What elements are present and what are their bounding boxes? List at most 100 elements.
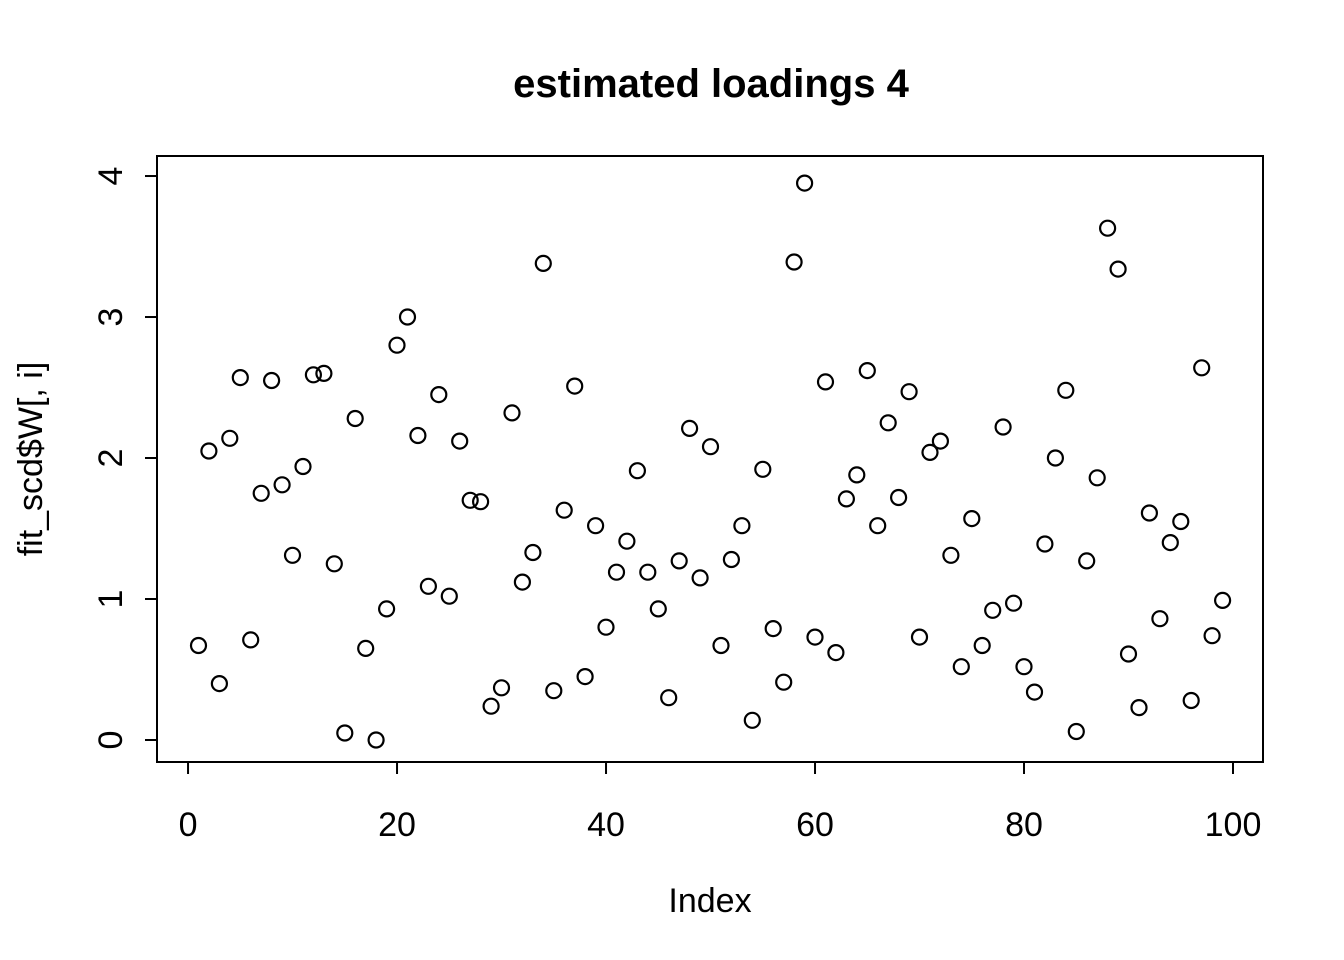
data-point (1182, 691, 1200, 710)
data-point (1130, 698, 1148, 717)
plot-border (156, 155, 1264, 763)
data-point (1036, 535, 1054, 553)
data-point (1046, 449, 1065, 467)
data-point (200, 442, 218, 460)
data-point (837, 490, 856, 508)
data-point (555, 501, 573, 519)
data-point (816, 373, 835, 391)
data-point (461, 491, 479, 509)
data-point (1151, 610, 1169, 628)
data-point (534, 254, 552, 272)
data-point (639, 563, 657, 581)
data-point (869, 517, 887, 535)
data-point (754, 460, 772, 478)
data-point (346, 409, 364, 428)
data-point (618, 532, 636, 550)
data-point (263, 371, 281, 390)
y-tick-label: 0 (92, 731, 130, 750)
data-point (378, 600, 396, 618)
y-tick-label: 3 (92, 308, 130, 327)
data-point (733, 517, 751, 535)
data-point (806, 628, 824, 646)
data-point (1067, 722, 1085, 741)
data-point (252, 484, 270, 502)
data-point (848, 466, 866, 484)
data-point (451, 432, 469, 450)
data-point (660, 689, 678, 707)
data-point (984, 601, 1002, 619)
data-point (1057, 381, 1075, 399)
data-point (1025, 683, 1044, 701)
data-point (1078, 552, 1096, 570)
data-point (712, 636, 730, 655)
data-point (513, 573, 532, 591)
data-point (722, 550, 741, 569)
data-point (242, 631, 260, 649)
data-point (889, 488, 908, 507)
data-point (440, 587, 458, 605)
data-point (430, 386, 448, 404)
data-point (221, 429, 239, 447)
data-point (963, 509, 981, 528)
data-point (701, 438, 720, 456)
data-point (545, 682, 563, 700)
data-point (743, 711, 761, 729)
data-point (503, 404, 521, 422)
data-point (586, 517, 605, 535)
x-tick-label: 60 (796, 806, 834, 844)
data-point (283, 546, 302, 564)
data-point (1193, 359, 1211, 377)
y-tick-label: 2 (92, 449, 130, 468)
data-point (827, 643, 845, 662)
data-point (900, 383, 918, 401)
data-point (775, 673, 793, 691)
x-tick-label: 80 (1005, 806, 1043, 844)
x-tick-label: 40 (587, 806, 625, 844)
data-point (357, 639, 375, 658)
data-point (1161, 533, 1179, 552)
data-point (931, 432, 950, 450)
y-axis-label: fit_scd$W[, i] (12, 362, 50, 557)
data-point (367, 731, 385, 749)
data-point (1119, 645, 1138, 663)
x-tick-label: 100 (1205, 806, 1262, 844)
data-point (1213, 591, 1232, 610)
data-point (1109, 260, 1127, 278)
y-tick-label: 4 (92, 167, 130, 186)
x-axis-label: Index (668, 882, 751, 920)
axis-ticks: 0 20 40 60 80 100 0 1 2 3 4 (92, 167, 1261, 844)
data-point (680, 419, 699, 437)
chart-title: estimated loadings 4 (513, 62, 909, 106)
data-point (210, 674, 228, 693)
data-point (795, 174, 814, 192)
data-point (419, 577, 437, 595)
data-point (189, 636, 208, 655)
data-point (1015, 658, 1033, 676)
data-point (1098, 219, 1117, 237)
data-point (691, 569, 709, 587)
data-point (879, 414, 897, 432)
data-point (398, 308, 417, 326)
x-tick-label: 20 (378, 806, 416, 844)
data-point (994, 418, 1012, 436)
data-point (566, 377, 584, 395)
data-point (649, 600, 667, 618)
data-point (472, 493, 490, 511)
data-point (1203, 627, 1221, 645)
data-point (1004, 594, 1023, 612)
data-point (785, 253, 803, 271)
data-point (492, 679, 511, 697)
data-point (1172, 512, 1190, 531)
data-point (304, 366, 322, 384)
plot-box (156, 155, 1264, 763)
data-point (231, 369, 249, 387)
data-point (524, 543, 542, 562)
data-point (628, 462, 647, 480)
data-point (1088, 469, 1106, 487)
data-point (294, 457, 312, 476)
data-point (942, 546, 960, 564)
x-tick-label: 0 (179, 806, 198, 844)
data-point (409, 426, 427, 445)
data-point (921, 443, 939, 461)
